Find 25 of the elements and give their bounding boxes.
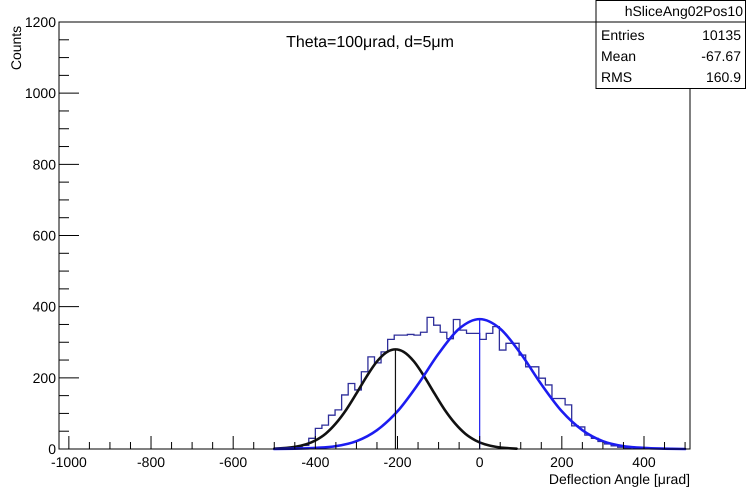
y-tick-label: 600 <box>32 228 56 244</box>
text: 160.9 <box>706 69 742 85</box>
x-axis-title: Deflection Angle [μrad] <box>548 471 690 487</box>
annotation: Entries <box>601 27 645 43</box>
y-tick-label: 200 <box>32 370 56 386</box>
x-tick-label: 400 <box>632 454 656 470</box>
text: Theta=100μrad, d=5μm <box>286 34 454 51</box>
annotation: RMS <box>601 69 632 85</box>
x-tick-label: -400 <box>301 454 330 470</box>
x-tick-label: -600 <box>219 454 248 470</box>
text: hSliceAng02Pos10 <box>624 3 744 19</box>
x-tick-label: 200 <box>550 454 574 470</box>
y-tick-label: 400 <box>32 298 56 315</box>
annotation: Mean <box>601 48 636 64</box>
y-axis-title: Counts <box>8 26 24 70</box>
x-tick-label: -1000 <box>50 454 87 470</box>
x-tick-label: -800 <box>137 454 166 470</box>
y-tick-label: 1200 <box>24 14 56 30</box>
y-tick-label: 1000 <box>24 85 56 102</box>
x-tick-label: -200 <box>383 454 412 470</box>
x-tick-label: 0 <box>476 454 484 470</box>
y-tick-label: 0 <box>48 441 56 457</box>
y-tick-label: 800 <box>32 156 56 172</box>
text: 10135 <box>702 27 742 43</box>
text: -67.67 <box>701 48 742 64</box>
